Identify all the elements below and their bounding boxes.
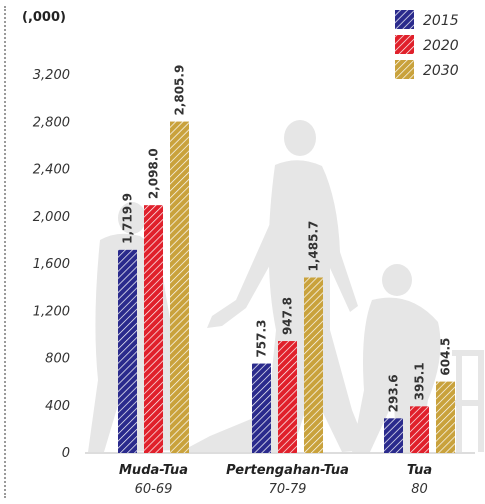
value-label: 2,805.9 bbox=[173, 65, 187, 116]
y-tick-label: 800 bbox=[45, 352, 70, 367]
unit-label: (,000) bbox=[22, 10, 66, 25]
value-label: 1,719.9 bbox=[121, 193, 135, 244]
bar-2015-pertengahan-tua bbox=[252, 363, 271, 453]
y-tick-label: 2,400 bbox=[33, 163, 70, 178]
silhouette-arm-2 bbox=[207, 210, 286, 328]
bar-2020-pertengahan-tua bbox=[278, 341, 297, 453]
bar-2020-muda-tua bbox=[144, 205, 163, 453]
legend: 2015 2020 2030 bbox=[395, 10, 459, 79]
bar-2030-tua bbox=[436, 381, 455, 453]
silhouette-head-3 bbox=[382, 264, 412, 296]
y-axis: 0 400 800 1,200 1,600 2,000 2,400 2,800 3,200 bbox=[33, 68, 475, 461]
category-name: Pertengahan-Tua bbox=[226, 463, 349, 478]
y-tick-label: 0 bbox=[62, 446, 70, 461]
legend-swatch-2030 bbox=[395, 60, 414, 79]
legend-label-2030: 2030 bbox=[423, 63, 459, 79]
bar-2030-pertengahan-tua bbox=[304, 277, 323, 453]
y-tick-label: 2,000 bbox=[33, 210, 70, 225]
legend-label-2015: 2015 bbox=[423, 13, 459, 29]
y-tick-label: 1,600 bbox=[33, 257, 70, 272]
category-range: 60-69 bbox=[135, 482, 173, 497]
silhouette-walker bbox=[452, 350, 484, 452]
y-tick-label: 400 bbox=[45, 399, 70, 414]
bar-2015-muda-tua bbox=[118, 249, 137, 453]
silhouette-body-2 bbox=[180, 160, 368, 452]
category-range: 70-79 bbox=[269, 482, 307, 497]
value-label: 1,485.7 bbox=[307, 221, 321, 272]
y-tick-label: 3,200 bbox=[33, 68, 70, 83]
bar-2015-tua bbox=[384, 418, 403, 453]
silhouette-head-2 bbox=[284, 120, 316, 156]
silhouette-head-1 bbox=[118, 202, 146, 234]
category-labels: Muda-Tua 60-69 Pertengahan-Tua 70-79 Tua 80 bbox=[119, 463, 432, 497]
bars bbox=[118, 121, 455, 453]
legend-label-2020: 2020 bbox=[423, 38, 459, 54]
bar-2020-tua bbox=[410, 406, 429, 453]
legend-swatch-2015 bbox=[395, 10, 414, 29]
category-name: Muda-Tua bbox=[119, 463, 188, 478]
value-labels: 1,719.9 2,098.0 2,805.9 757.3 947.8 1,485.7 29… bbox=[121, 65, 453, 413]
value-label: 2,098.0 bbox=[147, 148, 161, 199]
value-label: 395.1 bbox=[413, 362, 427, 400]
category-range: 80 bbox=[411, 482, 428, 497]
bar-2030-muda-tua bbox=[170, 121, 189, 453]
y-tick-label: 1,200 bbox=[33, 304, 70, 319]
value-label: 757.3 bbox=[255, 320, 269, 358]
y-tick-label: 2,800 bbox=[33, 115, 70, 130]
category-name: Tua bbox=[407, 463, 432, 478]
legend-swatch-2020 bbox=[395, 35, 414, 54]
value-label: 947.8 bbox=[281, 297, 295, 335]
value-label: 293.6 bbox=[387, 374, 401, 412]
dotted-divider bbox=[4, 6, 6, 498]
value-label: 604.5 bbox=[439, 338, 453, 376]
